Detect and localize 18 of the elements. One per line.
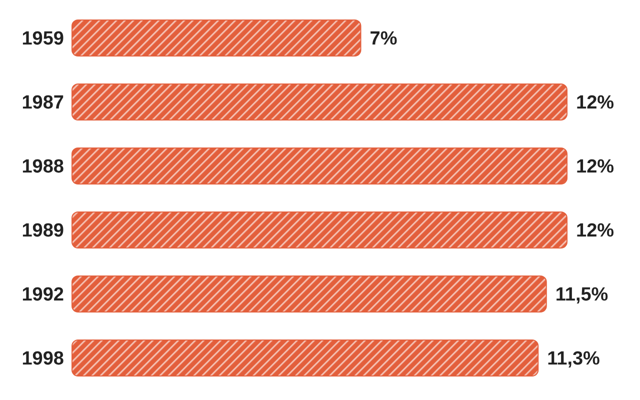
y-tick-label: 1988 bbox=[22, 156, 64, 178]
bar bbox=[72, 340, 539, 376]
data-label: 11,3% bbox=[547, 348, 600, 370]
bar bbox=[72, 84, 568, 120]
y-tick-label: 1998 bbox=[22, 348, 64, 370]
data-label: 7% bbox=[370, 28, 398, 50]
y-tick-label: 1989 bbox=[22, 220, 64, 242]
data-label: 12% bbox=[576, 220, 614, 242]
y-tick-label: 1987 bbox=[22, 92, 64, 114]
data-label: 12% bbox=[576, 92, 614, 114]
bar bbox=[72, 212, 568, 248]
y-tick-label: 1992 bbox=[22, 284, 64, 306]
bar bbox=[72, 20, 362, 56]
y-tick-label: 1959 bbox=[22, 28, 64, 50]
bar bbox=[72, 148, 568, 184]
data-label: 12% bbox=[576, 156, 614, 178]
data-label: 11,5% bbox=[555, 284, 608, 306]
bar bbox=[72, 276, 547, 312]
